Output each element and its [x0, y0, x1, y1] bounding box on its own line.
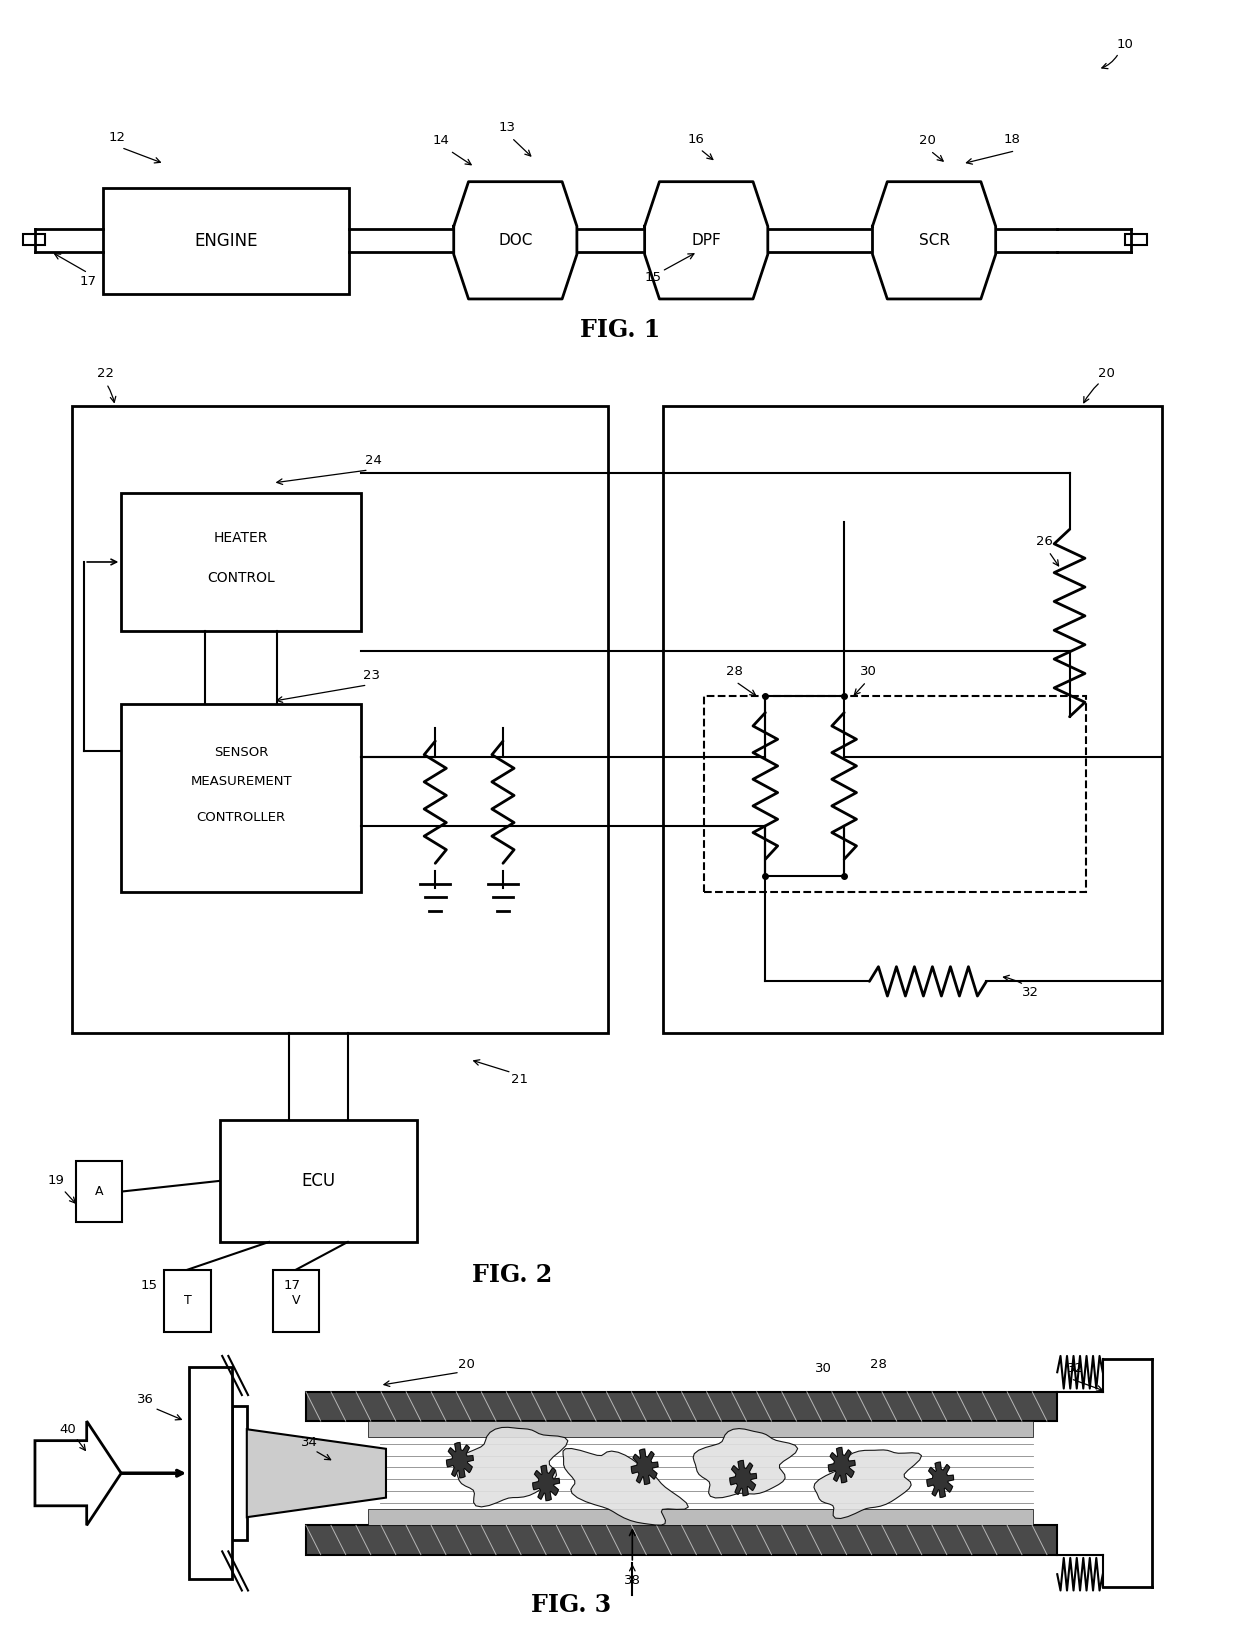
- Text: ECU: ECU: [301, 1172, 335, 1190]
- Text: 40: 40: [60, 1423, 77, 1436]
- Text: SENSOR: SENSOR: [215, 746, 268, 760]
- Text: T: T: [184, 1295, 191, 1306]
- FancyBboxPatch shape: [72, 406, 608, 1033]
- FancyBboxPatch shape: [663, 406, 1162, 1033]
- Text: 23: 23: [363, 668, 379, 681]
- Polygon shape: [563, 1449, 688, 1526]
- FancyBboxPatch shape: [164, 1270, 211, 1331]
- Text: CONTROL: CONTROL: [207, 571, 275, 586]
- Text: 22: 22: [97, 367, 114, 380]
- Polygon shape: [35, 1421, 122, 1526]
- FancyBboxPatch shape: [694, 200, 718, 229]
- FancyBboxPatch shape: [103, 188, 348, 295]
- FancyBboxPatch shape: [306, 1526, 1058, 1555]
- FancyBboxPatch shape: [367, 1421, 1033, 1437]
- Text: MEASUREMENT: MEASUREMENT: [191, 776, 293, 789]
- Text: A: A: [94, 1185, 103, 1198]
- Text: 26: 26: [1037, 535, 1053, 548]
- Text: 13: 13: [498, 121, 515, 134]
- FancyBboxPatch shape: [694, 252, 718, 282]
- FancyBboxPatch shape: [122, 704, 361, 892]
- Text: 32: 32: [1068, 1362, 1084, 1375]
- Text: 28: 28: [727, 665, 743, 678]
- Text: 24: 24: [366, 453, 382, 467]
- FancyBboxPatch shape: [306, 1391, 1058, 1421]
- Polygon shape: [928, 1462, 954, 1498]
- Polygon shape: [813, 1450, 921, 1519]
- Text: HEATER: HEATER: [215, 530, 268, 545]
- Text: 28: 28: [870, 1357, 887, 1370]
- FancyBboxPatch shape: [232, 1406, 247, 1540]
- Text: 16: 16: [688, 133, 704, 146]
- Text: 20: 20: [458, 1357, 475, 1370]
- FancyBboxPatch shape: [367, 1509, 1033, 1526]
- Polygon shape: [828, 1447, 856, 1483]
- FancyBboxPatch shape: [22, 234, 45, 246]
- Text: 20: 20: [920, 134, 936, 147]
- FancyBboxPatch shape: [219, 1120, 417, 1242]
- Polygon shape: [693, 1429, 797, 1498]
- Text: 30: 30: [815, 1362, 832, 1375]
- Polygon shape: [873, 182, 996, 300]
- Text: 12: 12: [109, 131, 126, 144]
- Text: 15: 15: [645, 272, 662, 285]
- Text: FIG. 2: FIG. 2: [472, 1262, 553, 1287]
- Text: 17: 17: [284, 1280, 301, 1293]
- Text: DOC: DOC: [498, 232, 532, 247]
- Text: DPF: DPF: [692, 232, 722, 247]
- Text: 14: 14: [433, 134, 450, 147]
- Text: 20: 20: [1099, 367, 1115, 380]
- Polygon shape: [454, 182, 577, 300]
- Polygon shape: [645, 182, 768, 300]
- Text: 10: 10: [1116, 38, 1133, 51]
- Polygon shape: [247, 1429, 386, 1517]
- Polygon shape: [454, 1427, 568, 1508]
- Polygon shape: [533, 1465, 559, 1501]
- Text: 30: 30: [861, 665, 877, 678]
- FancyBboxPatch shape: [1125, 234, 1147, 246]
- Text: 19: 19: [47, 1174, 64, 1187]
- Text: 18: 18: [1003, 133, 1021, 146]
- FancyBboxPatch shape: [273, 1270, 320, 1331]
- Text: ENGINE: ENGINE: [195, 232, 258, 250]
- FancyBboxPatch shape: [188, 1367, 232, 1580]
- Text: 38: 38: [624, 1575, 641, 1588]
- Text: V: V: [291, 1295, 300, 1306]
- Polygon shape: [446, 1442, 474, 1478]
- Text: FIG. 1: FIG. 1: [580, 318, 660, 342]
- Text: 32: 32: [1022, 985, 1039, 999]
- Text: 36: 36: [138, 1393, 154, 1406]
- Text: 34: 34: [301, 1436, 317, 1449]
- FancyBboxPatch shape: [76, 1161, 123, 1223]
- Text: SCR: SCR: [919, 232, 950, 247]
- Text: 17: 17: [79, 275, 97, 288]
- Text: 21: 21: [511, 1072, 527, 1085]
- Text: 15: 15: [141, 1280, 157, 1293]
- Polygon shape: [730, 1460, 756, 1496]
- Text: CONTROLLER: CONTROLLER: [197, 812, 286, 823]
- Text: FIG. 3: FIG. 3: [531, 1593, 611, 1617]
- Polygon shape: [631, 1449, 658, 1485]
- FancyBboxPatch shape: [122, 493, 361, 632]
